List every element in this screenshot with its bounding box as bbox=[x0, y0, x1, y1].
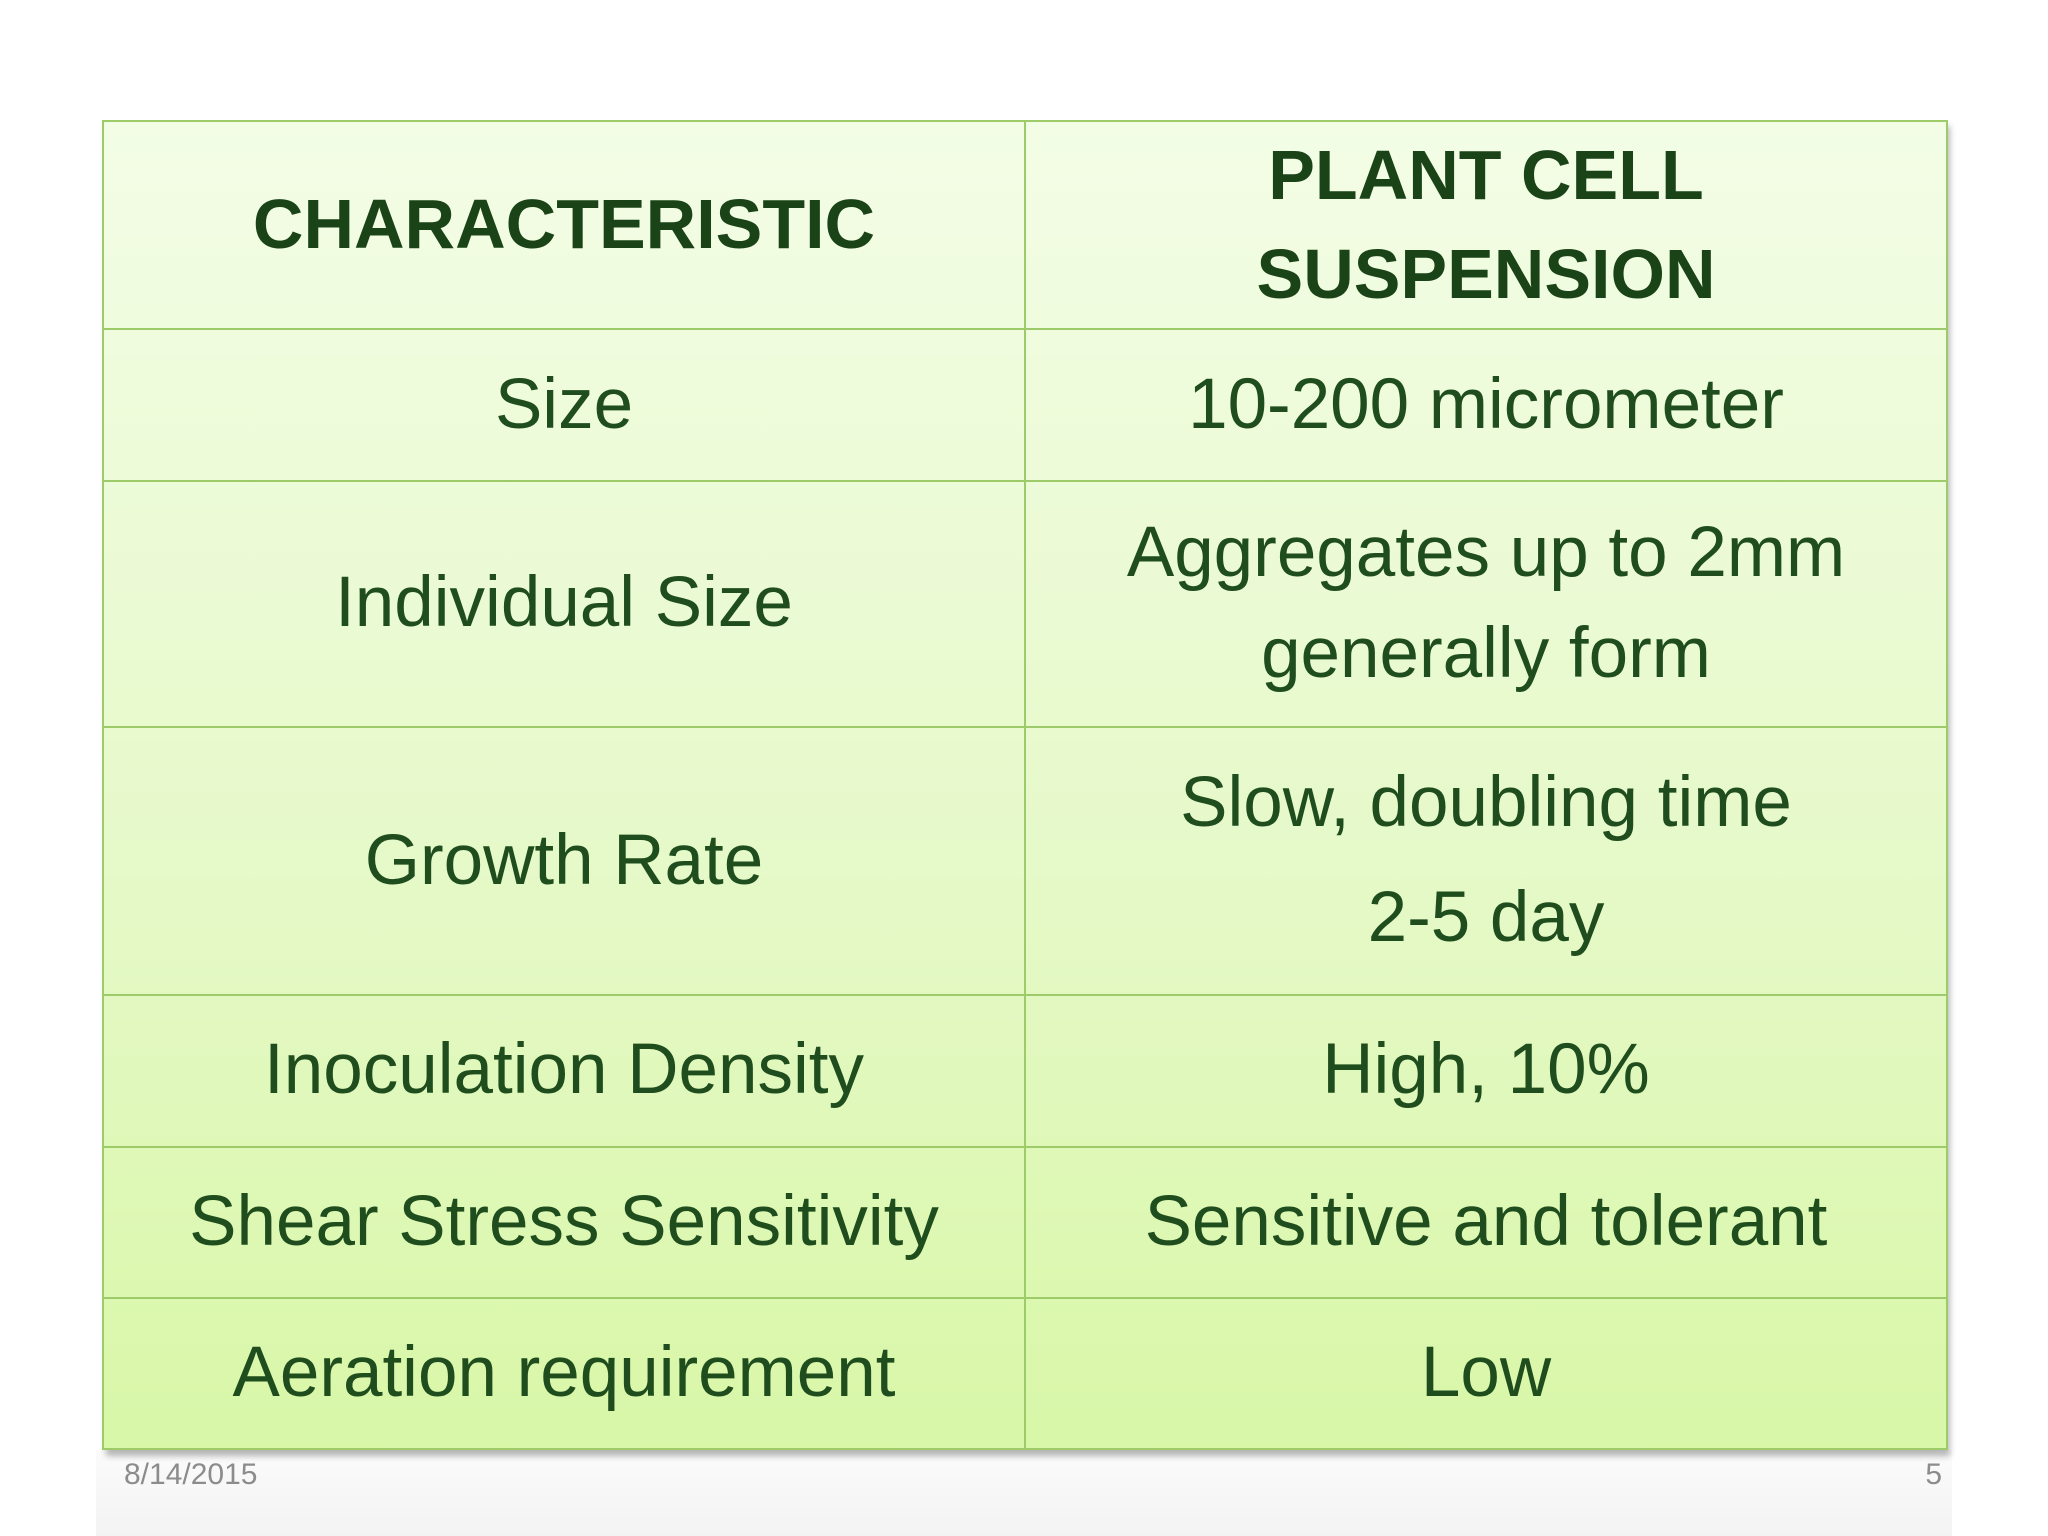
characteristic-cell: Individual Size bbox=[102, 479, 1026, 728]
value-line: Slow, doubling time bbox=[1180, 763, 1792, 843]
value-line: generally form bbox=[1261, 613, 1711, 693]
footer-band bbox=[96, 1450, 1952, 1536]
characteristic-cell: Inoculation Density bbox=[102, 994, 1026, 1148]
value-line: High, 10% bbox=[1322, 1030, 1650, 1110]
value-line: 2-5 day bbox=[1367, 878, 1605, 958]
slide-number: 5 bbox=[1925, 1458, 1942, 1491]
characteristic-cell: Growth Rate bbox=[102, 725, 1026, 997]
characteristic-cell: Aeration requirement bbox=[102, 1296, 1026, 1451]
value-cell: Slow, doubling time 2-5 day bbox=[1024, 725, 1948, 997]
table-row: Aeration requirement Low bbox=[102, 1296, 1948, 1451]
characteristics-table: CHARACTERISTIC PLANT CELL SUSPENSION Siz… bbox=[102, 119, 1948, 1451]
footer-date: 8/14/2015 bbox=[124, 1458, 258, 1491]
value-cell: 10-200 micrometer bbox=[1024, 328, 1948, 482]
value-cell: Aggregates up to 2mm generally form bbox=[1024, 479, 1948, 728]
value-cell: High, 10% bbox=[1024, 994, 1948, 1148]
value-cell: Low bbox=[1024, 1296, 1948, 1451]
value-line: Sensitive and tolerant bbox=[1144, 1181, 1828, 1261]
table-row: Size 10-200 micrometer bbox=[102, 328, 1948, 482]
header-plant-cell-suspension: PLANT CELL SUSPENSION bbox=[1024, 119, 1948, 331]
value-line: Low bbox=[1420, 1332, 1552, 1412]
comparison-table: CHARACTERISTIC PLANT CELL SUSPENSION Siz… bbox=[102, 119, 1948, 1451]
table-row: Shear Stress Sensitivity Sensitive and t… bbox=[102, 1145, 1948, 1299]
value-line: 10-200 micrometer bbox=[1188, 364, 1784, 444]
table-row: Inoculation Density High, 10% bbox=[102, 994, 1948, 1148]
table-row: Growth Rate Slow, doubling time 2-5 day bbox=[102, 725, 1948, 997]
header-characteristic: CHARACTERISTIC bbox=[102, 119, 1026, 331]
table-row: Individual Size Aggregates up to 2mm gen… bbox=[102, 479, 1948, 728]
characteristic-cell: Shear Stress Sensitivity bbox=[102, 1145, 1026, 1299]
value-cell: Sensitive and tolerant bbox=[1024, 1145, 1948, 1299]
characteristic-cell: Size bbox=[102, 328, 1026, 482]
value-line: Aggregates up to 2mm bbox=[1126, 512, 1846, 592]
table-header-row: CHARACTERISTIC PLANT CELL SUSPENSION bbox=[102, 119, 1948, 331]
